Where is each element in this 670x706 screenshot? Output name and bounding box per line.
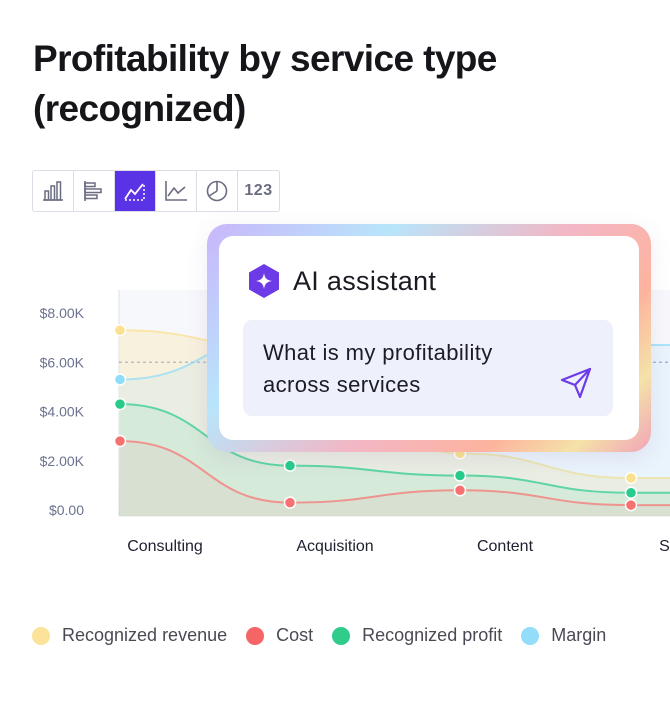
legend-dot [246,626,265,645]
ai-assistant-title: AI assistant [293,265,437,296]
data-point-recognized-profit [283,459,297,472]
page-title: Profitability by service type (recognize… [33,38,497,129]
data-point-recognized-revenue [624,471,638,485]
data-point-cost [113,434,127,448]
legend-item-recognized-revenue[interactable]: Recognized revenue [32,625,227,646]
series-line-cost [119,440,670,507]
pie-chart-button[interactable] [197,171,238,211]
x-tick-label: SEO [659,538,670,555]
data-point-cost [624,498,638,512]
x-tick-label: Content [477,538,534,555]
area-chart-button[interactable] [115,171,156,211]
line-chart-icon [165,181,187,201]
chart-legend: Recognized revenue Cost Recognized profi… [32,625,625,646]
send-icon[interactable] [559,366,593,400]
pie-chart-icon [206,180,228,202]
legend-item-recognized-profit[interactable]: Recognized profit [332,625,502,646]
legend-dot [332,626,351,645]
legend-label: Cost [276,625,314,645]
y-tick-label: $2.00K [40,453,85,469]
data-point-recognized-profit [624,486,638,500]
chart-type-toolbar: 123 [32,170,280,212]
ai-assistant-panel: AI assistant What is my profitability ac… [207,224,651,452]
prompt-text: What is my profitability across services [263,340,493,397]
data-point-recognized-profit [453,469,467,482]
bar-chart-icon [43,181,63,201]
data-point-recognized-revenue [113,323,127,337]
prompt-input[interactable]: What is my profitability across services [243,320,613,416]
series-area-recognized-profit [119,404,670,516]
legend-label: Recognized revenue [62,625,228,645]
bar-chart-button[interactable] [33,171,74,211]
series-line-recognized-profit [119,403,670,494]
legend-dot [521,626,540,645]
data-point-recognized-profit [113,397,127,411]
horizontal-bar-chart-icon [84,181,102,201]
legend-item-cost[interactable]: Cost [246,625,313,646]
number-view-button[interactable]: 123 [238,171,279,211]
line-chart-button[interactable] [156,171,197,211]
legend-dot [32,626,50,645]
horizontal-bar-chart-button[interactable] [74,171,115,211]
series-area-cost [119,441,670,516]
legend-label: Margin [551,625,607,645]
legend-label: Recognized profit [362,625,503,645]
x-tick-label: Consulting [127,538,203,555]
y-tick-label: $0.00 [49,502,84,518]
y-tick-label: $8.00K [40,305,85,321]
data-point-margin [113,373,127,386]
y-tick-label: $4.00K [40,404,85,420]
ai-assistant-header: AI assistant [247,263,436,299]
y-tick-label: $6.00K [40,354,85,370]
x-tick-label: Acquisition [296,538,373,555]
ai-assistant-card: AI assistant What is my profitability ac… [219,236,639,440]
legend-item-margin[interactable]: Margin [521,625,606,646]
sparkle-icon [249,264,279,298]
data-point-cost [283,496,297,509]
area-chart-icon [124,183,145,201]
number-icon: 123 [244,182,273,199]
data-point-cost [453,484,467,497]
